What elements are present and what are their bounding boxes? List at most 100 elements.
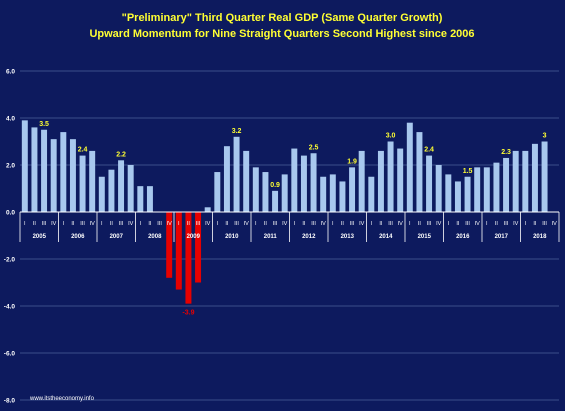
quarter-tick-label: II	[110, 221, 114, 227]
y-tick-label: 6.0	[6, 69, 15, 76]
year-label: 2009	[187, 234, 201, 240]
data-label: 3.2	[232, 128, 242, 135]
quarter-tick-label: I	[525, 221, 527, 227]
year-label: 2005	[33, 234, 47, 240]
bar	[474, 167, 481, 212]
bar	[445, 174, 452, 212]
quarter-tick-label: I	[101, 221, 103, 227]
bar	[79, 155, 86, 212]
quarter-tick-label: II	[533, 221, 537, 227]
year-label: 2010	[225, 234, 239, 240]
data-label: -3.9	[182, 310, 194, 317]
chart-subtitle: Upward Momentum for Nine Straight Quarte…	[89, 28, 474, 40]
bar	[21, 120, 28, 212]
quarter-tick-label: II	[495, 221, 499, 227]
quarter-tick-label: III	[119, 221, 124, 227]
bar	[252, 167, 259, 212]
bar	[272, 190, 279, 212]
quarter-tick-label: I	[255, 221, 257, 227]
data-label: 3	[543, 133, 547, 140]
data-label: 3.5	[39, 121, 49, 128]
bar	[50, 139, 57, 212]
quarter-tick-label: III	[542, 221, 547, 227]
quarter-tick-label: II	[33, 221, 37, 227]
quarter-tick-label: I	[448, 221, 450, 227]
bar	[483, 167, 490, 212]
bar	[435, 165, 442, 212]
year-label: 2018	[533, 234, 547, 240]
data-label: 2.2	[116, 151, 126, 158]
bar	[522, 150, 529, 212]
data-label: 2.4	[424, 147, 434, 154]
bar	[358, 150, 365, 212]
quarter-tick-label: III	[234, 221, 239, 227]
bar	[166, 212, 173, 278]
quarter-tick-label: IV	[321, 221, 327, 227]
quarter-tick-label: IV	[475, 221, 481, 227]
bar	[320, 176, 327, 212]
year-label: 2011	[264, 234, 278, 240]
bar	[339, 181, 346, 212]
year-label: 2008	[148, 234, 162, 240]
quarter-tick-label: III	[273, 221, 278, 227]
quarter-tick-label: IV	[244, 221, 250, 227]
bar	[108, 169, 115, 212]
bar	[464, 176, 471, 212]
quarter-tick-label: III	[350, 221, 355, 227]
quarter-tick-label: III	[42, 221, 47, 227]
quarter-tick-label: I	[486, 221, 488, 227]
data-label: 2.4	[78, 147, 88, 154]
quarter-tick-label: III	[465, 221, 470, 227]
quarter-tick-label: III	[388, 221, 393, 227]
bar	[368, 176, 375, 212]
data-label: 2.3	[501, 149, 511, 156]
quarter-tick-label: II	[456, 221, 460, 227]
quarter-tick-label: III	[196, 221, 201, 227]
bar	[137, 186, 144, 212]
bar	[512, 150, 519, 212]
quarter-tick-label: II	[264, 221, 268, 227]
quarter-tick-label: III	[427, 221, 432, 227]
quarter-tick-label: I	[140, 221, 142, 227]
bar	[60, 132, 67, 212]
quarter-tick-label: III	[504, 221, 509, 227]
year-label: 2013	[341, 234, 355, 240]
quarter-tick-label: IV	[167, 221, 173, 227]
data-label: 2.5	[309, 144, 319, 151]
y-tick-label: -8.0	[4, 398, 16, 405]
y-tick-label: -4.0	[4, 304, 16, 311]
data-label: 1.5	[463, 168, 473, 175]
quarter-tick-label: IV	[513, 221, 519, 227]
bar	[377, 150, 384, 212]
quarter-tick-label: I	[332, 221, 334, 227]
bar	[31, 127, 38, 212]
quarter-tick-label: II	[187, 221, 191, 227]
y-axis-ticks: 6.0 4.0 2.0 0.0 -2.0 -4.0 -6.0 -8.0	[4, 69, 16, 405]
bar	[262, 172, 269, 212]
quarter-tick-label: IV	[359, 221, 365, 227]
quarter-tick-label: II	[225, 221, 229, 227]
y-tick-label: 0.0	[6, 210, 15, 217]
bar	[406, 122, 413, 212]
bar	[223, 146, 230, 212]
data-labels: 3.5 2.4 2.2 -3.9 3.2 0.9 2.5 1.9 3.0 2.4 1.5 2.3 3	[39, 121, 546, 317]
bar	[195, 212, 202, 283]
year-label: 2017	[495, 234, 509, 240]
quarter-tick-label: III	[80, 221, 85, 227]
chart-title: "Preliminary" Third Quarter Real GDP (Sa…	[122, 12, 443, 24]
bar	[329, 174, 336, 212]
y-tick-label: -2.0	[4, 257, 16, 264]
quarter-tick-label: I	[63, 221, 65, 227]
bar	[204, 207, 211, 212]
bar	[349, 167, 356, 212]
bar	[493, 162, 500, 212]
year-label: 2012	[302, 234, 316, 240]
bar	[118, 160, 125, 212]
quarter-tick-label: IV	[90, 221, 96, 227]
bar	[175, 212, 182, 290]
year-label: 2016	[456, 234, 470, 240]
y-tick-label: -6.0	[4, 351, 16, 358]
bar	[300, 155, 307, 212]
